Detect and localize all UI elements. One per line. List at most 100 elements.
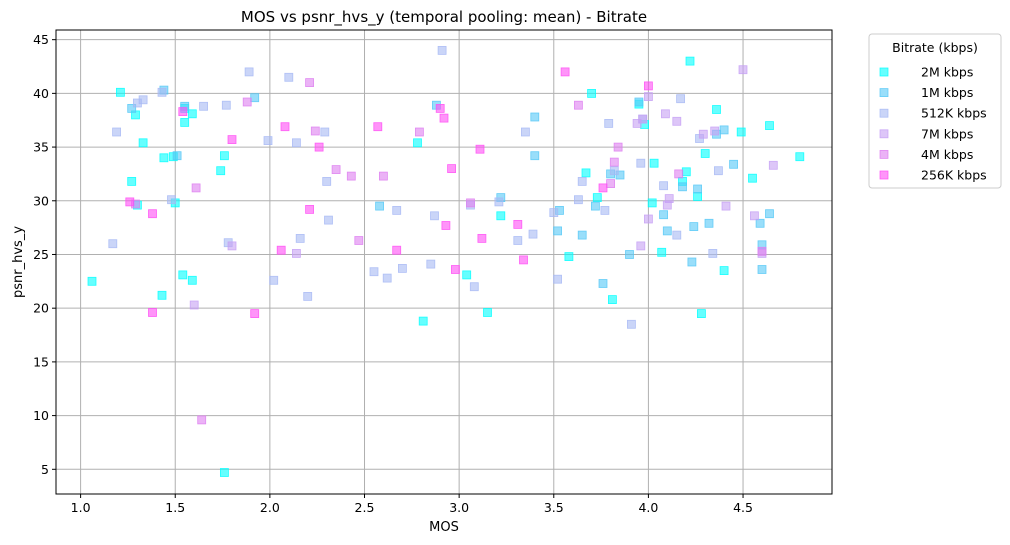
data-point [187,275,197,285]
data-point [700,149,710,158]
data-point [638,114,648,124]
y-axis-label: psnr_hvs_y [11,226,26,298]
data-point [560,67,570,77]
data-point [553,274,562,284]
data-point [159,153,169,163]
data-point [592,193,602,203]
chart-title: MOS vs psnr_hvs_y (temporal pooling: mea… [241,8,647,27]
data-point [644,92,653,101]
data-point [197,415,207,425]
data-point [469,282,479,292]
data-point [303,291,313,301]
data-point [674,169,684,179]
data-point [757,246,767,256]
data-point [685,56,695,66]
data-point [530,151,540,161]
data-point [587,89,596,98]
data-point [681,167,691,177]
data-point [659,181,668,191]
legend-marker [879,129,889,139]
data-point [305,78,315,87]
data-point [125,197,135,207]
data-point [276,245,286,255]
data-point [549,208,559,218]
data-point [598,183,608,193]
data-point [138,95,148,105]
plot-frame [55,29,833,495]
data-point [606,179,615,189]
data-point [127,104,137,113]
legend-marker [879,88,889,97]
data-point [216,166,226,176]
x-axis-ticks: 1.0 1.5 2.0 2.5 3.0 3.5 4.0 4.5 [71,494,753,515]
legend-entry: 256K kbps [921,168,987,183]
data-point [462,270,472,280]
legend-marker [879,170,889,180]
data-point [577,230,587,240]
data-point [375,201,385,211]
data-point [521,127,530,137]
data-point [676,94,685,104]
data-point [757,265,767,274]
grid [56,30,832,494]
data-point [178,107,188,116]
data-point [426,259,436,269]
data-point [138,138,148,148]
y-tick-label: 45 [33,32,49,47]
data-point [291,138,301,148]
data-point [528,229,538,239]
data-point [322,176,332,186]
data-point [477,233,487,243]
data-point [719,125,729,135]
y-tick-label: 25 [33,247,49,262]
data-point [112,127,121,137]
data-point [530,112,540,122]
x-tick-label: 3.0 [449,500,469,515]
data-point [263,136,273,146]
data-point [314,142,324,152]
legend-marker [879,108,889,118]
data-point [693,184,702,194]
data-point [564,252,574,262]
data-point [378,171,388,181]
data-point [708,248,718,258]
data-point [513,236,523,245]
data-point [591,201,600,211]
data-point [661,109,670,119]
legend-items: 2M kbps 1M kbps 512K kbps 7M kbps 4M kbps 256… [879,65,987,183]
data-point [672,230,682,240]
data-point [513,219,523,229]
data-point [519,255,528,265]
data-point [636,241,646,251]
data-point [280,122,290,132]
data-point [678,182,687,192]
data-point [494,197,504,207]
x-axis-label: MOS [429,520,459,535]
data-point [108,239,118,249]
legend-entry: 1M kbps [921,85,973,100]
data-point [636,158,646,168]
data-point [172,151,182,161]
data-point [657,247,667,257]
data-point [331,165,341,175]
data-point [116,87,125,97]
data-point [244,67,254,77]
data-point [320,127,330,137]
data-point [437,46,447,55]
data-point [647,198,657,208]
data-point [157,87,167,97]
data-point [392,205,402,215]
legend-marker [879,67,889,77]
data-point [627,319,636,329]
y-tick-label: 35 [33,140,49,155]
plot-background [56,30,832,494]
data-point [609,166,619,176]
data-point [574,195,583,205]
legend: Bitrate (kbps) 2M kbps 1M kbps 512K kbps 7M… [868,33,1002,189]
data-point [397,263,407,273]
data-point [748,173,757,183]
data-point [574,100,583,110]
data-point [768,160,778,170]
data-point [693,192,702,201]
series-3 [189,65,778,310]
